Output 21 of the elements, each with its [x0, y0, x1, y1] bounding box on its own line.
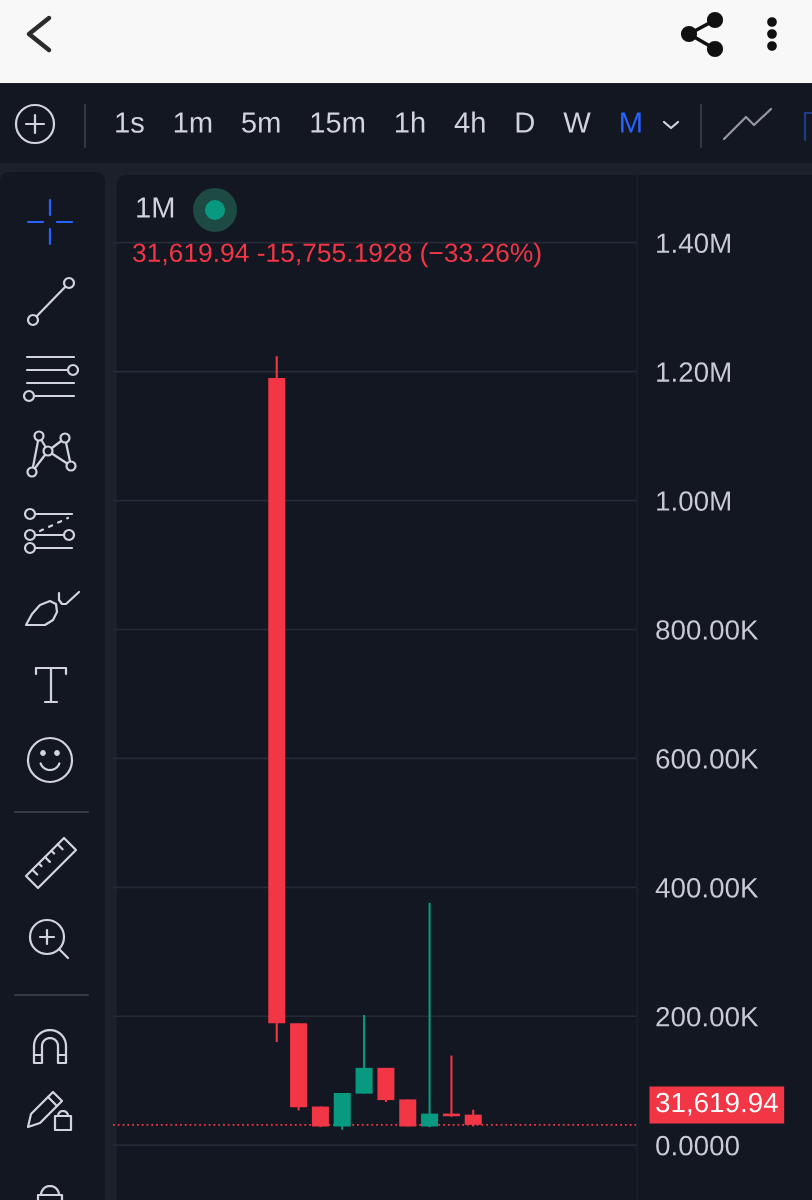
text: 1s	[116, 112, 144, 133]
text: 31,619.94 -15,755.1928 (−33.26%)	[133, 242, 541, 268]
y-tick-label: 1.40M	[657, 233, 730, 254]
candlestick	[421, 901, 439, 1129]
text: 1h	[395, 111, 425, 133]
y-tick-label: 800.00K	[656, 620, 759, 640]
y-tick-label: 400.00K	[655, 878, 759, 898]
text: D	[516, 112, 534, 133]
y-tick-label: 200.00K	[656, 1006, 759, 1027]
y-tick-label: 1.20M	[657, 362, 730, 382]
y-tick-label: 1.00M	[657, 491, 730, 511]
text: 4h	[454, 111, 485, 133]
text: 15m	[311, 112, 365, 133]
text: 1m	[174, 112, 212, 133]
ref-line-label: 31,619.94	[656, 1092, 778, 1116]
y-tick-label: 600.00K	[656, 749, 759, 769]
text: W	[563, 112, 591, 133]
y-tick-label: 0.0000	[656, 1135, 739, 1156]
text: 5m	[242, 112, 280, 133]
text: 1M	[137, 197, 174, 218]
text: M	[621, 112, 641, 133]
